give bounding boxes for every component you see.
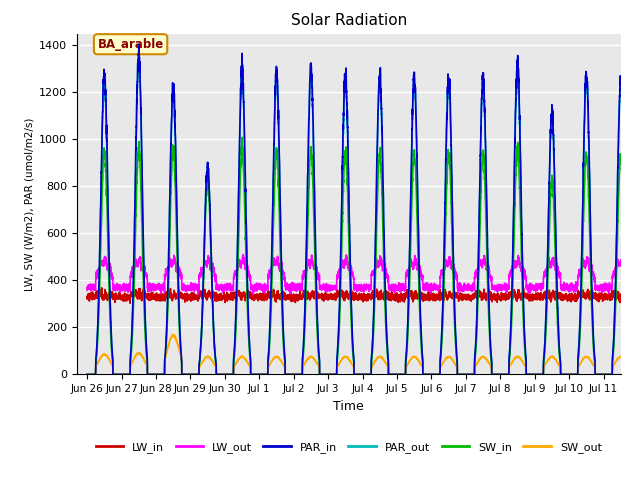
X-axis label: Time: Time [333, 400, 364, 413]
Legend: LW_in, LW_out, PAR_in, PAR_out, SW_in, SW_out: LW_in, LW_out, PAR_in, PAR_out, SW_in, S… [92, 438, 606, 458]
Y-axis label: LW, SW (W/m2), PAR (umol/m2/s): LW, SW (W/m2), PAR (umol/m2/s) [25, 117, 35, 291]
Title: Solar Radiation: Solar Radiation [291, 13, 407, 28]
Text: BA_arable: BA_arable [97, 38, 164, 52]
